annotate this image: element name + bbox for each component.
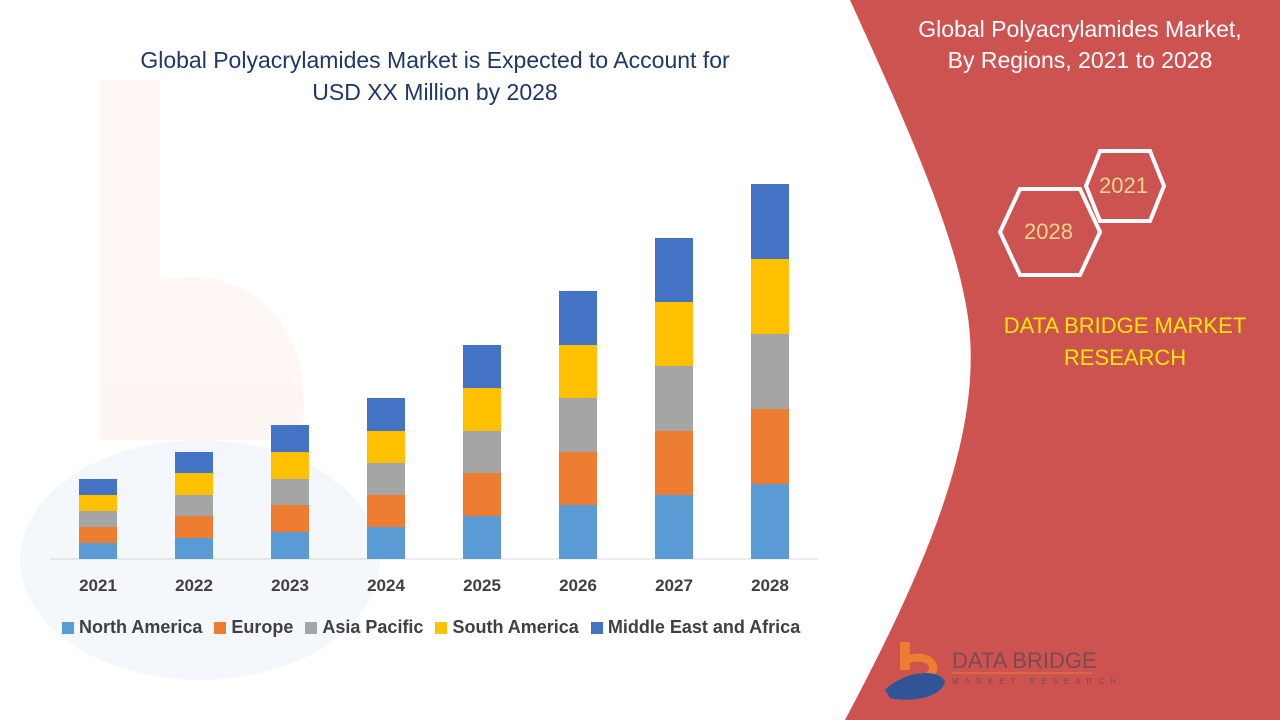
legend-item: South America [435,617,579,638]
hex-label-2021: 2021 [1099,173,1148,198]
bar-2026-asia-pacific [559,398,597,452]
bar-2021-south-america [79,495,117,511]
chart-title-line-1: Global Polyacrylamides Market is Expecte… [140,47,730,73]
legend: North America Europe Asia Pacific South Ame… [62,617,800,638]
bar-2025-middle-east-and-africa [463,345,501,388]
legend-swatch [214,621,227,634]
bar-2026-south-america [559,345,597,398]
chart-title: Global Polyacrylamides Market is Expecte… [80,44,790,108]
bar-2022-south-america [175,473,213,495]
bar-2022-europe [175,516,213,538]
bar-2021-north-america [79,543,117,559]
legend-label: Middle East and Africa [607,617,801,637]
x-tick-label: 2022 [175,576,213,595]
x-tick-label: 2021 [79,576,117,595]
x-tick-label: 2028 [751,576,789,595]
bar-2028-asia-pacific [751,334,789,409]
x-tick-label: 2025 [463,576,501,595]
bar-2022-north-america [175,538,213,559]
bar-2025-north-america [463,516,501,559]
bar-2027-middle-east-and-africa [655,238,693,302]
x-tick-label: 2026 [559,576,597,595]
brand-line-1: DATA BRIDGE MARKET [1003,313,1247,338]
bar-2021-middle-east-and-africa [79,479,117,495]
bar-2028-south-america [751,259,789,334]
legend-label: Asia Pacific [322,617,424,637]
hexagon-2021 [1083,149,1167,223]
hex-label-2028: 2028 [1024,219,1073,244]
side-title: Global Polyacrylamides Market, By Region… [890,14,1270,76]
bar-2021-europe [79,527,117,543]
legend-label: Europe [231,617,294,637]
bar-2023-south-america [271,452,309,479]
side-panel [845,0,1280,720]
bar-2028-middle-east-and-africa [751,184,789,259]
legend-swatch [435,621,448,634]
bar-2024-north-america [367,527,405,559]
logo-subtext: MARKET RESEARCH [952,677,1122,686]
bar-2028-north-america [751,484,789,559]
legend-label: South America [452,617,579,637]
side-title-line-2: By Regions, 2021 to 2028 [947,47,1213,73]
bar-2023-europe [271,505,309,532]
x-tick-label: 2024 [367,576,405,595]
x-tick-label: 2027 [655,576,693,595]
logo-text: DATA BRIDGE [952,648,1097,673]
legend-swatch [62,621,74,634]
bar-2022-asia-pacific [175,495,213,516]
legend-item: Europe [214,617,293,638]
legend-label: North America [79,617,203,637]
legend-item: Asia Pacific [305,617,423,638]
legend-item: Middle East and Africa [590,617,801,638]
bar-2027-europe [655,431,693,495]
bar-2025-south-america [463,388,501,431]
bar-2023-asia-pacific [271,479,309,505]
bar-2024-europe [367,495,405,527]
bar-2026-europe [559,452,597,505]
bar-2027-north-america [655,495,693,559]
bar-2025-europe [463,473,501,516]
brand-name: DATA BRIDGE MARKET RESEARCH [985,310,1265,374]
bar-2024-asia-pacific [367,463,405,495]
x-tick-label: 2023 [271,576,309,595]
legend-swatch [590,621,603,634]
bar-2023-north-america [271,532,309,559]
hexagon-2028 [997,187,1103,277]
bar-2027-south-america [655,302,693,366]
bar-2027-asia-pacific [655,366,693,431]
bar-2026-middle-east-and-africa [559,291,597,345]
bar-2028-europe [751,409,789,484]
chart-title-line-2: USD XX Million by 2028 [312,79,558,105]
bars [79,184,789,559]
bar-2026-north-america [559,505,597,559]
bar-2023-middle-east-and-africa [271,425,309,452]
bar-2025-asia-pacific [463,431,501,473]
bar-2024-middle-east-and-africa [367,398,405,431]
brand-line-2: RESEARCH [1063,345,1187,370]
bar-2021-asia-pacific [79,511,117,527]
legend-swatch [305,621,318,634]
bar-2022-middle-east-and-africa [175,452,213,473]
bar-2024-south-america [367,431,405,463]
legend-item: North America [62,617,202,638]
side-title-line-1: Global Polyacrylamides Market, [918,16,1242,42]
logo-icon [885,642,945,700]
